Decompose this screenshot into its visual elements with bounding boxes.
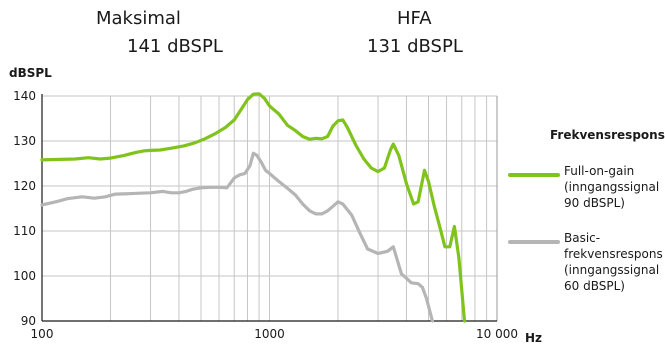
hfa-label: HFA [397, 8, 432, 29]
legend-line: frekvensrespons [564, 247, 663, 261]
x-axis-unit-label: Hz [525, 331, 543, 345]
x-tick-label: 10 000 [476, 327, 518, 341]
y-tick-label: 120 [13, 179, 36, 193]
y-tick-label: 130 [13, 134, 36, 148]
x-tick-label: 1000 [254, 327, 285, 341]
axes [41, 94, 497, 322]
legend-line: (inngangssignal [564, 263, 660, 277]
y-axis-unit-label: dBSPL [9, 66, 52, 80]
legend-text-full-on-gain: Full-on-gain (inngangssignal 90 dBSPL) [564, 163, 665, 211]
legend-text-basic: Basic- frekvensrespons (inngangssignal 6… [564, 230, 665, 294]
y-tick-label: 100 [13, 269, 36, 283]
legend-line: 60 dBSPL) [564, 279, 625, 293]
max-output-value: 141 dBSPL [127, 36, 223, 57]
series [40, 92, 467, 323]
grid [42, 95, 498, 321]
y-tick-label: 110 [13, 224, 36, 238]
x-tick-label: 100 [31, 327, 54, 341]
y-tick-label: 140 [13, 89, 36, 103]
legend-swatch-basic [508, 240, 560, 244]
legend-swatch-full-on-gain [508, 173, 560, 177]
max-output-label: Maksimal [96, 8, 181, 29]
legend-title: Frekvensrespons [550, 128, 665, 142]
series-line-basic [40, 151, 434, 323]
legend-line: Full-on-gain [564, 164, 635, 178]
y-tick-label: 90 [21, 314, 36, 328]
series-line-full-on-gain [40, 92, 467, 323]
legend-line: (inngangssignal [564, 180, 660, 194]
legend-line: 90 dBSPL) [564, 196, 625, 210]
legend-line: Basic- [564, 231, 601, 245]
hfa-value: 131 dBSPL [367, 36, 463, 57]
